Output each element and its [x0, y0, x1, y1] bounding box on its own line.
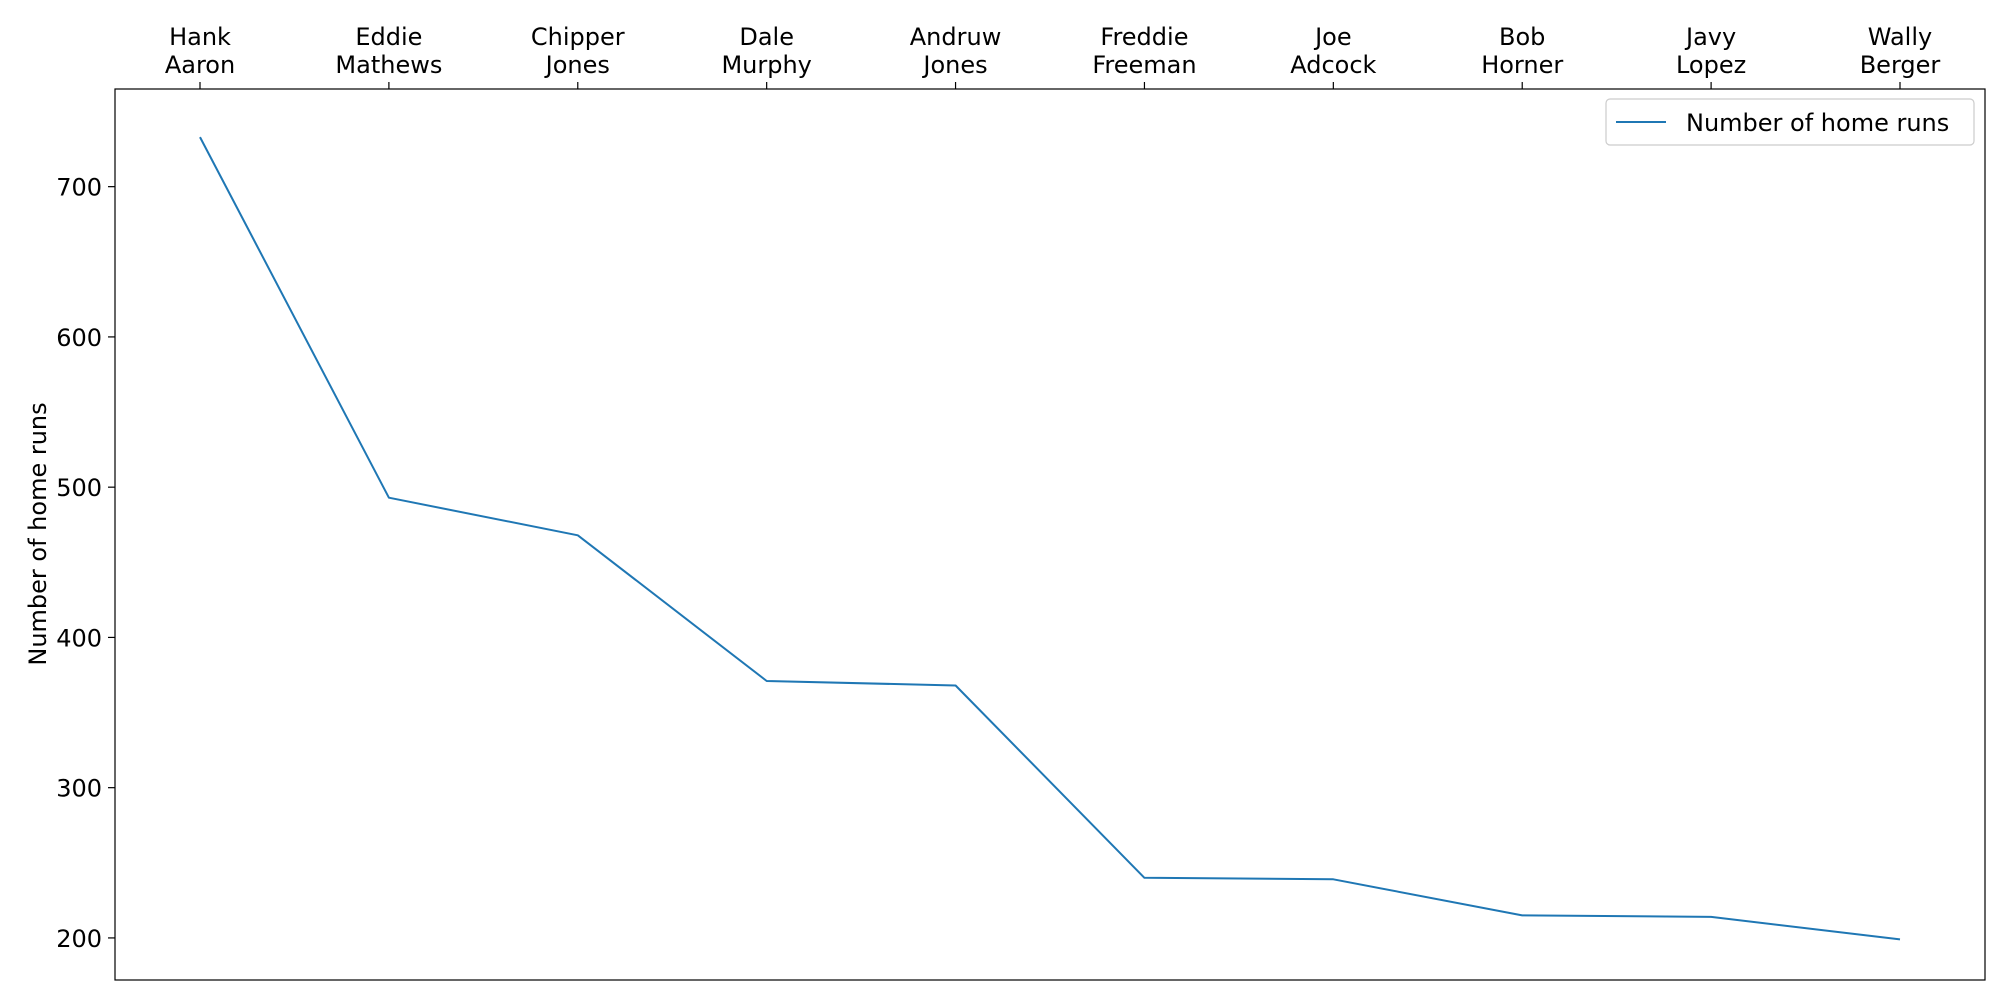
- y-axis-ticks: 200 300 400 500 600 700: [56, 174, 115, 953]
- x-tick-label-chipper-jones-1: Chipper: [531, 23, 625, 51]
- x-tick-label-javy-lopez-2: Lopez: [1676, 51, 1746, 79]
- y-tick-label-700: 700: [56, 174, 102, 202]
- x-tick-label-hank-aaron-1: Hank: [169, 23, 231, 51]
- y-tick-label-400: 400: [56, 624, 102, 652]
- y-axis-title: Number of home runs: [24, 402, 52, 665]
- x-tick-label-bob-horner-1: Bob: [1499, 23, 1545, 51]
- x-tick-label-hank-aaron-2: Aaron: [165, 51, 235, 79]
- x-tick-label-joe-adcock-1: Joe: [1313, 23, 1352, 51]
- x-tick-label-andruw-jones-1: Andruw: [910, 23, 1002, 51]
- x-tick-label-bob-horner-2: Horner: [1481, 51, 1563, 79]
- legend: Number of home runs: [1605, 98, 1975, 146]
- x-tick-label-wally-berger-2: Berger: [1860, 51, 1941, 79]
- x-tick-label-andruw-jones-2: Jones: [921, 51, 987, 79]
- x-tick-label-dale-murphy-1: Dale: [739, 23, 794, 51]
- x-tick-label-wally-berger-1: Wally: [1868, 23, 1932, 51]
- series-layer: [199, 136, 1901, 941]
- legend-label-number-of-home-runs: Number of home runs: [1686, 109, 1949, 137]
- x-tick-label-freddie-freeman-1: Freddie: [1100, 23, 1188, 51]
- x-tick-label-joe-adcock-2: Adcock: [1290, 51, 1376, 79]
- x-tick-label-eddie-mathews-2: Mathews: [335, 51, 442, 79]
- x-tick-label-eddie-mathews-1: Eddie: [355, 23, 422, 51]
- y-tick-label-300: 300: [56, 775, 102, 803]
- plot-area: [114, 88, 1986, 981]
- x-tick-label-dale-murphy-2: Murphy: [721, 51, 811, 79]
- y-tick-label-600: 600: [56, 324, 102, 352]
- legend-box: [1605, 98, 1975, 146]
- y-tick-label-500: 500: [56, 474, 102, 502]
- series-line-0: [199, 136, 1901, 941]
- y-tick-label-200: 200: [56, 925, 102, 953]
- x-tick-label-freddie-freeman-2: Freeman: [1092, 51, 1196, 79]
- x-tick-label-javy-lopez-1: Javy: [1684, 23, 1736, 51]
- x-axis-ticks: HankAaronEddieMathewsChipperJonesDaleMur…: [165, 23, 1941, 89]
- x-tick-label-chipper-jones-2: Jones: [544, 51, 610, 79]
